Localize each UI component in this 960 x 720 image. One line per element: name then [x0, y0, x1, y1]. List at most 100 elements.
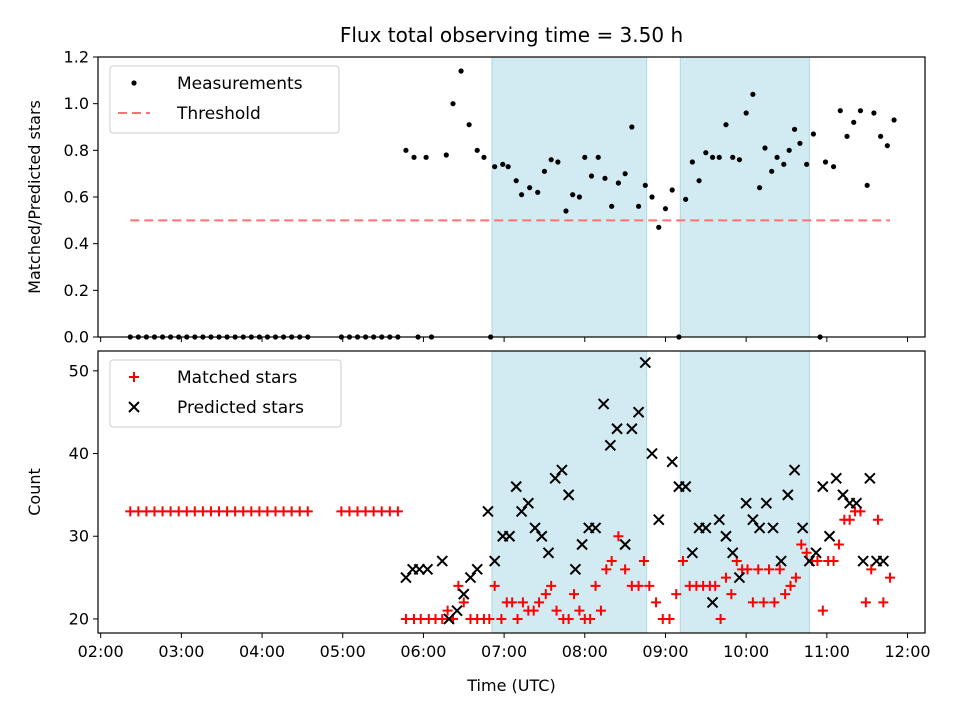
- data-point: [576, 194, 583, 200]
- data-point: [857, 108, 864, 114]
- data-point: [864, 182, 870, 188]
- data-point: [664, 613, 675, 624]
- data-point: [510, 480, 522, 493]
- data-point: [507, 597, 518, 608]
- data-point: [535, 189, 541, 195]
- data-point: [595, 605, 606, 616]
- y-tick-label: 0.8: [64, 141, 89, 160]
- data-point: [644, 580, 655, 591]
- data-point: [830, 164, 837, 170]
- y-tick-label: 50: [69, 361, 89, 380]
- data-point: [632, 406, 645, 418]
- data-point: [706, 596, 719, 609]
- data-point: [683, 196, 689, 202]
- y-tick-label: 1.2: [64, 48, 89, 67]
- data-point: [512, 613, 523, 624]
- data-point: [804, 161, 810, 167]
- data-point: [872, 514, 883, 525]
- data-point: [546, 580, 557, 591]
- data-point: [656, 224, 662, 230]
- data-point: [458, 588, 470, 600]
- data-point: [400, 571, 412, 584]
- legend-box-1: [109, 359, 342, 428]
- y-axis-label: Matched/Predicted stars: [25, 100, 44, 294]
- data-point: [803, 555, 816, 567]
- legend-marker: [131, 80, 137, 86]
- legend-entry: Predicted stars: [128, 398, 304, 418]
- data-point: [638, 556, 649, 567]
- y-tick-label: 0.6: [64, 188, 89, 207]
- data-point: [786, 147, 792, 153]
- data-point: [878, 597, 889, 608]
- data-point: [810, 547, 822, 559]
- data-point: [453, 580, 464, 591]
- data-point: [689, 159, 695, 165]
- data-point: [576, 538, 588, 551]
- data-point: [602, 175, 608, 181]
- data-point: [796, 522, 809, 534]
- y-tick-label: 0.0: [64, 328, 89, 347]
- data-point: [500, 161, 506, 167]
- axes-layer: [93, 56, 926, 638]
- data-point: [837, 489, 849, 501]
- data-point: [589, 522, 602, 534]
- data-point: [844, 514, 855, 525]
- data-point: [496, 613, 507, 624]
- x-tick-label: 04:00: [239, 642, 285, 661]
- data-point: [597, 398, 610, 410]
- data-point: [604, 439, 617, 451]
- data-point: [769, 597, 780, 608]
- data-point: [878, 133, 884, 139]
- data-point: [686, 547, 699, 559]
- data-point: [857, 555, 869, 567]
- data-point: [622, 171, 628, 177]
- data-point: [785, 580, 796, 591]
- data-point: [488, 555, 501, 567]
- data-point: [696, 178, 702, 184]
- data-point: [823, 530, 836, 542]
- data-point: [626, 423, 638, 435]
- data-point: [542, 547, 555, 559]
- data-point: [833, 539, 844, 550]
- legend-layer: Measurements Threshold Matched stars Predic…: [109, 65, 342, 428]
- data-point: [639, 356, 652, 369]
- data-point: [860, 597, 871, 608]
- x-tick-label: 02:00: [78, 642, 124, 661]
- legend-label: Measurements: [177, 74, 303, 94]
- data-point: [742, 564, 753, 575]
- data-point: [450, 101, 456, 107]
- data-point: [619, 538, 631, 551]
- data-point: [540, 589, 551, 600]
- data-point: [574, 605, 585, 616]
- data-point: [726, 547, 739, 559]
- legend-label: Threshold: [176, 104, 261, 124]
- data-point: [595, 154, 601, 160]
- data-point: [750, 91, 756, 97]
- x-tick-label: 07:00: [481, 642, 527, 661]
- data-point: [877, 555, 890, 567]
- data-point: [423, 154, 429, 160]
- highlight-span-0-0: [491, 56, 648, 338]
- data-point: [851, 119, 857, 125]
- legend-entry: Threshold: [118, 104, 261, 124]
- data-point: [458, 597, 469, 608]
- data-point: [442, 605, 453, 616]
- text-layer: 0.0 0.2 0.4 0.6 0.8 1.0 1.2 Flux total observin…: [25, 23, 931, 695]
- data-point: [736, 157, 743, 163]
- data-point: [629, 124, 635, 130]
- y-axis-label: Count: [25, 468, 44, 516]
- data-point: [790, 572, 801, 583]
- data-point: [671, 589, 682, 600]
- data-point: [302, 506, 313, 517]
- data-point: [764, 564, 775, 575]
- data-point: [392, 506, 403, 517]
- data-point: [715, 613, 726, 624]
- data-point: [536, 530, 548, 542]
- x-tick-label: 06:00: [400, 642, 446, 661]
- highlight-span-1-0: [491, 350, 648, 634]
- data-point: [830, 472, 842, 485]
- data-point: [710, 580, 721, 591]
- data-point: [837, 108, 843, 114]
- data-point: [613, 531, 624, 542]
- data-point: [782, 489, 794, 501]
